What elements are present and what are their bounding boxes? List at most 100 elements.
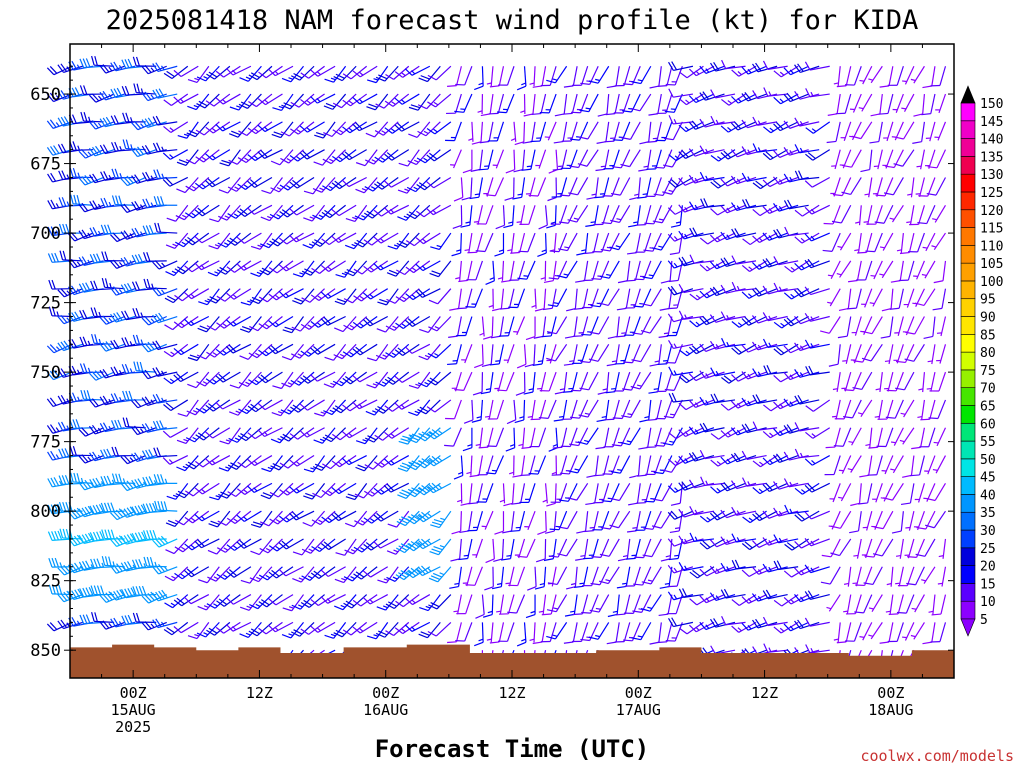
wind-barb [268, 621, 294, 633]
wind-barb [290, 121, 315, 135]
barb-half-feather [266, 242, 272, 246]
barb-half-feather [55, 122, 60, 127]
barb-feather [49, 344, 58, 352]
barb-staff [201, 538, 220, 549]
barb-half-feather [636, 384, 642, 387]
wind-barb [268, 538, 294, 552]
barb-feather [78, 230, 85, 239]
wind-barb [553, 121, 568, 144]
wind-barb [163, 65, 189, 80]
barb-feather [239, 77, 249, 82]
barb-staff [234, 538, 252, 551]
barb-half-feather [213, 603, 218, 607]
barb-half-feather [327, 517, 333, 522]
wind-barb [451, 371, 462, 392]
wind-barb [152, 142, 178, 153]
barb-half-feather [191, 517, 196, 522]
barb-feather [428, 577, 438, 583]
barb-feather [173, 374, 182, 382]
barb-half-feather [277, 411, 283, 414]
barb-feather [51, 279, 56, 290]
barb-half-feather [644, 416, 650, 419]
barb-feather [70, 563, 78, 573]
barb-half-feather [574, 468, 580, 471]
wind-barb [648, 372, 662, 394]
barb-feather [268, 598, 277, 606]
wind-barb [280, 427, 304, 442]
barb-feather [218, 493, 228, 499]
barb-feather [669, 252, 680, 255]
barb-feather [334, 327, 344, 333]
barb-staff [201, 510, 220, 522]
barb-staff [307, 121, 325, 133]
barb-feather [174, 546, 184, 553]
barb-half-feather [150, 623, 155, 628]
barb-feather [80, 111, 85, 122]
barb-half-feather [263, 431, 268, 436]
barb-half-feather [673, 236, 679, 241]
wind-barb [268, 594, 294, 606]
barb-feather [668, 458, 676, 466]
barb-feather [397, 467, 408, 472]
wind-barb [142, 225, 167, 236]
barb-feather [140, 504, 147, 514]
wind-barb [111, 195, 136, 206]
barb-feather [114, 141, 119, 152]
barb-feather [294, 297, 304, 303]
wind-barb [479, 316, 485, 337]
barb-feather [101, 277, 106, 288]
barb-feather [250, 272, 260, 277]
barb-feather [107, 529, 112, 539]
barb-feather [219, 162, 229, 167]
barb-half-feather [285, 489, 291, 494]
barb-feather [82, 309, 88, 319]
barb-staff [234, 232, 252, 246]
wind-barb [290, 399, 315, 413]
barb-feather [131, 400, 139, 409]
barb-feather [141, 595, 150, 604]
barb-feather [278, 290, 287, 299]
barb-half-feather [390, 128, 396, 132]
barb-feather [546, 224, 556, 229]
wind-barb [484, 566, 494, 591]
barb-feather [216, 547, 226, 553]
barb-half-feather [526, 165, 532, 168]
barb-feather [269, 213, 279, 220]
wind-barb [291, 594, 315, 610]
barb-staff [486, 455, 494, 475]
barb-feather [141, 397, 148, 406]
barb-staff [53, 621, 73, 632]
barb-half-feather [243, 516, 248, 521]
barb-staff [583, 260, 589, 281]
barb-staff [300, 288, 315, 305]
barb-feather [113, 312, 120, 322]
barb-half-feather [673, 119, 677, 124]
wind-barb [299, 149, 325, 160]
barb-feather [408, 106, 419, 111]
barb-feather [57, 620, 64, 629]
barb-half-feather [350, 549, 356, 552]
wind-barb [546, 622, 568, 640]
barb-half-feather [285, 516, 290, 521]
barb-staff [526, 538, 536, 558]
barb-half-feather [328, 490, 333, 495]
barb-half-feather [529, 638, 535, 642]
barb-half-feather [194, 77, 200, 81]
barb-staff [184, 455, 199, 472]
wind-barb [163, 121, 189, 133]
barb-staff [308, 65, 325, 79]
barb-staff [235, 482, 252, 497]
wind-barb [152, 618, 178, 629]
barb-half-feather [215, 495, 221, 498]
barb-half-feather [139, 231, 144, 236]
barb-staff [244, 204, 262, 217]
barb-feather [61, 421, 67, 431]
barb-half-feather [340, 604, 346, 608]
barb-feather [99, 369, 106, 379]
barb-feather [79, 58, 85, 68]
barb-half-feather [424, 354, 430, 358]
barb-half-feather [487, 610, 493, 614]
barb-staff [308, 621, 325, 635]
barb-feather [49, 146, 57, 155]
barb-staff [580, 622, 589, 642]
